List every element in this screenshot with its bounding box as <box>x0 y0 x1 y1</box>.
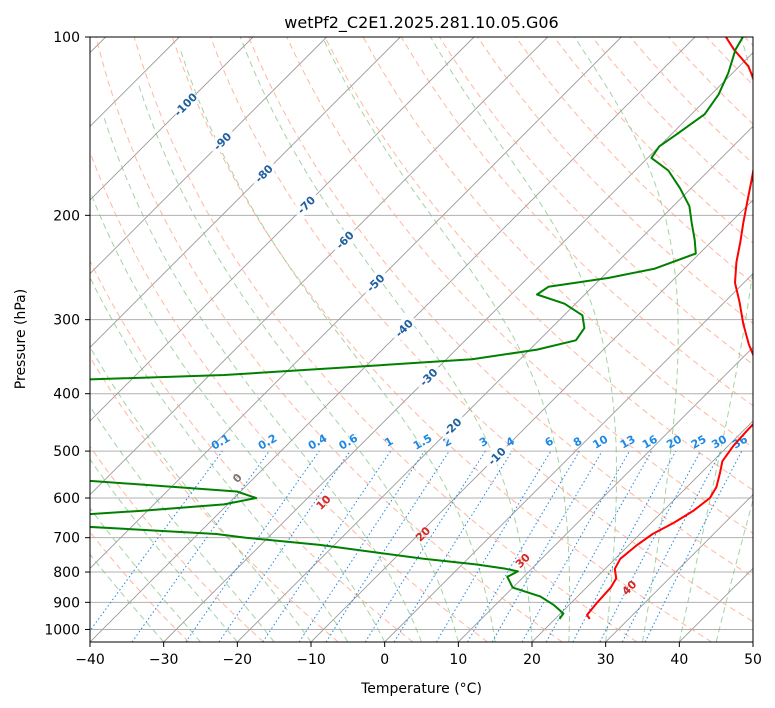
isotherm-label-bg <box>481 440 511 471</box>
y-tick-label: 500 <box>53 444 80 460</box>
x-tick-label: 30 <box>597 652 615 668</box>
dry-adiabat-line <box>95 37 563 642</box>
moist-adiabat-line <box>90 507 201 642</box>
isotherm-label-bg <box>436 411 467 441</box>
isotherm-line <box>605 494 753 642</box>
isotherm-label-bg <box>329 224 359 255</box>
x-tick-label: 50 <box>744 652 762 668</box>
dry-adiabats <box>90 37 753 642</box>
mixing-ratio-line <box>325 450 450 642</box>
y-tick-label: 700 <box>53 531 80 547</box>
isotherm-line <box>90 37 401 348</box>
isotherm-label-bg <box>206 125 237 156</box>
dry-adiabat-line <box>286 37 753 534</box>
y-axis: 100 200 300 400 500 600 700 800 900 1000 <box>44 30 90 638</box>
moist-adiabat-line <box>90 553 165 642</box>
moist-adiabat-line <box>715 498 753 642</box>
y-axis-title: Pressure (hPa) <box>13 289 29 389</box>
y-tick-label: 100 <box>53 30 80 46</box>
dry-adiabat-line <box>90 356 339 642</box>
moist-adiabat-line <box>137 83 459 642</box>
x-tick-label: 10 <box>449 652 467 668</box>
dry-adiabat-line <box>90 445 264 642</box>
moist-adiabat-line <box>678 37 753 642</box>
mixing-ratio-line <box>298 450 425 642</box>
mixing-ratio-line <box>393 450 513 642</box>
y-tick-label: 400 <box>53 387 80 403</box>
mixing-ratio-line <box>644 450 743 642</box>
isotherm-line <box>384 273 753 642</box>
dry-adiabat-line <box>171 37 712 642</box>
dewpoint-line <box>90 37 744 620</box>
isotherm-label-bg <box>248 157 278 188</box>
isotherm-line <box>90 37 475 422</box>
y-tick-label: 1000 <box>44 622 80 638</box>
dry-adiabat-line <box>248 37 753 578</box>
mixing-ratio-line <box>262 450 392 642</box>
moist-adiabat-line <box>102 114 422 642</box>
dry-adiabat-line <box>210 37 753 623</box>
x-tick-label: −20 <box>223 652 253 668</box>
isotherm-label-bg <box>169 88 200 119</box>
moist-adiabat-line <box>322 37 571 642</box>
chart-title: wetPf2_C2E1.2025.281.10.05.G06 <box>284 13 558 33</box>
mixing-ratio-lines <box>90 450 743 642</box>
isotherm-line <box>90 37 548 496</box>
mixing-ratio-line <box>131 450 270 642</box>
isotherm-label-bg <box>413 361 443 392</box>
mixing-ratio-line <box>218 450 351 642</box>
isotherm-line <box>458 346 753 642</box>
x-tick-label: 0 <box>380 652 389 668</box>
isotherm-label-bg <box>359 267 390 297</box>
x-tick-label: 40 <box>670 652 688 668</box>
mixing-ratio-line <box>545 450 653 642</box>
isotherm-label-bg <box>290 189 321 219</box>
moist-adiabat-line <box>179 49 496 642</box>
mixing-ratio-line <box>185 450 320 642</box>
plot-area: 0.1 0.2 0.4 0.6 1 1.5 2 3 4 6 8 10 13 16 20 25 30 36-100-… <box>90 37 753 642</box>
y-tick-label: 600 <box>53 491 80 507</box>
mixing-ratio-line <box>90 450 223 632</box>
y-tick-label: 200 <box>53 208 80 224</box>
dry-adiabat-line <box>515 37 753 284</box>
moist-adiabat-line <box>90 189 386 642</box>
dry-adiabat-line <box>324 37 753 491</box>
x-tick-label: −10 <box>296 652 326 668</box>
moist-adiabat-line <box>90 276 349 642</box>
moist-adiabat-line <box>239 37 533 642</box>
isotherm-label-bg <box>388 312 419 343</box>
profile-series <box>90 37 753 620</box>
dry-adiabat-line <box>133 37 638 642</box>
plot-frame <box>89 36 754 643</box>
temperature-line <box>586 37 753 620</box>
dry-adiabat-line <box>90 259 414 642</box>
y-tick-label: 300 <box>53 313 80 329</box>
y-tick-label: 800 <box>53 565 80 581</box>
x-axis-title: Temperature (°C) <box>360 681 482 697</box>
y-tick-label: 900 <box>53 595 80 611</box>
mixing-ratio-line <box>521 450 630 642</box>
isotherm-line <box>531 420 753 642</box>
x-tick-label: −40 <box>75 652 105 668</box>
x-tick-label: 20 <box>523 652 541 668</box>
isotherm-line <box>163 52 753 642</box>
isotherm-line <box>90 37 622 569</box>
x-tick-label: −30 <box>149 652 179 668</box>
isotherm-line <box>237 125 753 642</box>
x-axis: −40 −30 −20 −10 0 10 20 30 40 50 <box>75 642 762 668</box>
isotherm-line <box>90 37 254 201</box>
moist-adiabat-line <box>574 37 679 642</box>
mixing-ratio-line <box>572 450 677 642</box>
